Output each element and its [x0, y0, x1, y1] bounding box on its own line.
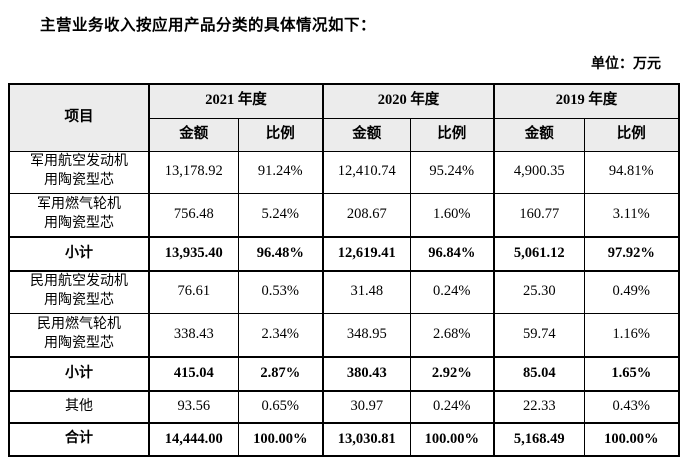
table-row: 民用燃气轮机 用陶瓷型芯 338.43 2.34% 348.95 2.68% 5… [8, 312, 680, 358]
header-year-2019: 2019 年度 [493, 83, 680, 119]
amount-cell: 160.77 [493, 192, 585, 238]
ratio-cell: 1.16% [583, 312, 680, 358]
header-ratio-2020: 比例 [409, 117, 495, 152]
ratio-cell: 1.65% [583, 356, 680, 392]
amount-cell: 22.33 [493, 390, 585, 424]
ratio-cell: 1.60% [409, 192, 495, 238]
ratio-cell: 0.43% [583, 390, 680, 424]
amount-cell: 5,168.49 [493, 422, 585, 457]
amount-cell: 756.48 [148, 192, 239, 238]
table-row: 军用航空发动机 用陶瓷型芯 13,178.92 91.24% 12,410.74… [8, 150, 680, 194]
unit-label: 单位：万元 [591, 57, 661, 72]
amount-cell: 59.74 [493, 312, 585, 358]
amount-cell: 12,410.74 [322, 150, 411, 194]
amount-cell: 31.48 [322, 270, 411, 314]
amount-cell: 380.43 [322, 356, 411, 392]
amount-cell: 338.43 [148, 312, 239, 358]
row-label: 合计 [8, 422, 150, 457]
ratio-cell: 97.92% [583, 236, 680, 272]
row-label: 小计 [8, 356, 150, 392]
row-label: 民用航空发动机 用陶瓷型芯 [8, 270, 150, 314]
header-ratio-2021: 比例 [237, 117, 324, 152]
ratio-cell: 5.24% [237, 192, 324, 238]
ratio-cell: 0.24% [409, 270, 495, 314]
ratio-cell: 0.65% [237, 390, 324, 424]
table-row-subtotal: 小计 13,935.40 96.48% 12,619.41 96.84% 5,0… [8, 236, 680, 272]
amount-cell: 415.04 [148, 356, 239, 392]
ratio-cell: 2.68% [409, 312, 495, 358]
header-amount-2019: 金额 [493, 117, 585, 152]
ratio-cell: 94.81% [583, 150, 680, 194]
table-row: 民用航空发动机 用陶瓷型芯 76.61 0.53% 31.48 0.24% 25… [8, 270, 680, 314]
table-row: 军用燃气轮机 用陶瓷型芯 756.48 5.24% 208.67 1.60% 1… [8, 192, 680, 238]
section-title: 主营业务收入按应用产品分类的具体情况如下： [40, 17, 377, 34]
amount-cell: 76.61 [148, 270, 239, 314]
ratio-cell: 2.92% [409, 356, 495, 392]
revenue-by-product-table: 项目 2021 年度 2020 年度 2019 年度 金额 比例 金额 比例 金… [8, 83, 680, 457]
row-label: 军用航空发动机 用陶瓷型芯 [8, 150, 150, 194]
row-label: 军用燃气轮机 用陶瓷型芯 [8, 192, 150, 238]
row-label: 小计 [8, 236, 150, 272]
amount-cell: 14,444.00 [148, 422, 239, 457]
amount-cell: 12,619.41 [322, 236, 411, 272]
ratio-cell: 100.00% [409, 422, 495, 457]
ratio-cell: 0.53% [237, 270, 324, 314]
header-year-2021: 2021 年度 [148, 83, 324, 119]
ratio-cell: 91.24% [237, 150, 324, 194]
amount-cell: 13,935.40 [148, 236, 239, 272]
ratio-cell: 0.49% [583, 270, 680, 314]
table-row-subtotal: 小计 415.04 2.87% 380.43 2.92% 85.04 1.65% [8, 356, 680, 392]
header-year-2020: 2020 年度 [322, 83, 495, 119]
ratio-cell: 2.87% [237, 356, 324, 392]
amount-cell: 348.95 [322, 312, 411, 358]
amount-cell: 85.04 [493, 356, 585, 392]
ratio-cell: 100.00% [583, 422, 680, 457]
table-row: 其他 93.56 0.65% 30.97 0.24% 22.33 0.43% [8, 390, 680, 424]
table-row-total: 合计 14,444.00 100.00% 13,030.81 100.00% 5… [8, 422, 680, 457]
header-item: 项目 [8, 83, 150, 152]
row-label: 其他 [8, 390, 150, 424]
amount-cell: 93.56 [148, 390, 239, 424]
amount-cell: 30.97 [322, 390, 411, 424]
amount-cell: 208.67 [322, 192, 411, 238]
row-label: 民用燃气轮机 用陶瓷型芯 [8, 312, 150, 358]
header-amount-2021: 金额 [148, 117, 239, 152]
ratio-cell: 96.84% [409, 236, 495, 272]
amount-cell: 4,900.35 [493, 150, 585, 194]
ratio-cell: 3.11% [583, 192, 680, 238]
amount-cell: 25.30 [493, 270, 585, 314]
amount-cell: 5,061.12 [493, 236, 585, 272]
header-amount-2020: 金额 [322, 117, 411, 152]
ratio-cell: 95.24% [409, 150, 495, 194]
ratio-cell: 0.24% [409, 390, 495, 424]
amount-cell: 13,178.92 [148, 150, 239, 194]
header-ratio-2019: 比例 [583, 117, 680, 152]
ratio-cell: 100.00% [237, 422, 324, 457]
ratio-cell: 96.48% [237, 236, 324, 272]
ratio-cell: 2.34% [237, 312, 324, 358]
amount-cell: 13,030.81 [322, 422, 411, 457]
